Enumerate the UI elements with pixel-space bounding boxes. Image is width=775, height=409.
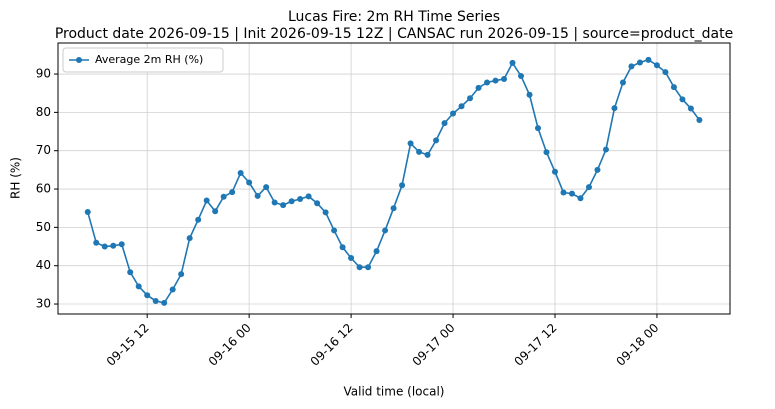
data-point bbox=[568, 190, 575, 197]
data-point bbox=[687, 105, 694, 112]
data-point bbox=[543, 149, 550, 156]
data-point bbox=[551, 168, 558, 175]
legend-box bbox=[62, 47, 224, 73]
data-point bbox=[314, 200, 321, 207]
data-point bbox=[450, 110, 457, 117]
data-point bbox=[297, 196, 304, 203]
data-point bbox=[339, 244, 346, 251]
x-tick-label: 09-15 12 bbox=[104, 321, 152, 369]
data-point bbox=[696, 117, 703, 124]
data-point bbox=[535, 125, 541, 132]
data-point bbox=[416, 148, 423, 155]
x-tick-label: 09-16 00 bbox=[206, 321, 254, 369]
chart-subtitle: Product date 2026-09-15 | Init 2026-09-1… bbox=[55, 26, 733, 42]
data-point bbox=[518, 72, 525, 79]
data-point bbox=[662, 69, 669, 76]
data-point bbox=[628, 63, 635, 70]
data-point bbox=[101, 243, 108, 250]
legend-marker bbox=[76, 57, 82, 63]
data-point bbox=[356, 264, 363, 271]
data-point bbox=[288, 198, 295, 205]
plot-frame bbox=[57, 42, 731, 315]
data-point bbox=[237, 169, 244, 176]
data-point bbox=[263, 184, 270, 191]
data-point bbox=[186, 235, 193, 242]
x-tick-label: 09-16 12 bbox=[308, 321, 356, 369]
data-point bbox=[441, 120, 448, 127]
series-line bbox=[86, 58, 701, 304]
data-point bbox=[152, 297, 159, 304]
data-point bbox=[331, 227, 338, 234]
data-point bbox=[484, 79, 491, 86]
data-point bbox=[84, 209, 91, 216]
data-point bbox=[585, 184, 592, 191]
data-point bbox=[322, 209, 329, 216]
chart-title: Lucas Fire: 2m RH Time Series bbox=[288, 9, 500, 25]
data-point bbox=[373, 248, 380, 255]
data-point bbox=[271, 199, 278, 206]
data-point bbox=[161, 299, 168, 306]
data-point bbox=[382, 227, 389, 234]
data-point bbox=[475, 84, 482, 91]
data-point bbox=[594, 166, 601, 173]
y-tick-label: 90 bbox=[36, 67, 51, 81]
data-point bbox=[611, 105, 618, 112]
data-point bbox=[144, 292, 151, 299]
data-point bbox=[467, 95, 474, 102]
x-tick-label: 09-17 00 bbox=[410, 321, 458, 369]
data-point bbox=[254, 192, 261, 199]
data-point bbox=[619, 79, 626, 86]
data-point bbox=[280, 202, 287, 209]
legend-label: Average 2m RH (%) bbox=[95, 53, 203, 66]
data-point bbox=[195, 216, 202, 223]
data-point bbox=[399, 182, 406, 189]
y-tick-label: 30 bbox=[36, 297, 51, 311]
y-tick-label: 50 bbox=[36, 220, 51, 234]
data-point bbox=[433, 137, 440, 144]
data-point bbox=[501, 76, 508, 83]
data-point bbox=[645, 56, 652, 63]
y-tick-label: 70 bbox=[36, 143, 51, 157]
data-point bbox=[458, 103, 465, 110]
y-tick-label: 60 bbox=[36, 182, 51, 196]
data-point bbox=[526, 91, 533, 98]
data-point bbox=[365, 264, 372, 271]
data-point bbox=[407, 140, 414, 147]
x-tick-label: 09-17 12 bbox=[512, 321, 560, 369]
data-point bbox=[636, 59, 643, 66]
y-axis-label: RH (%) bbox=[9, 157, 23, 199]
data-point bbox=[135, 283, 142, 290]
data-point bbox=[577, 195, 584, 202]
y-tick-label: 80 bbox=[36, 105, 51, 119]
data-point bbox=[118, 241, 125, 248]
data-point bbox=[509, 59, 516, 66]
data-point bbox=[679, 96, 686, 103]
data-point bbox=[560, 189, 567, 196]
x-axis-label: Valid time (local) bbox=[344, 385, 445, 399]
y-tick-label: 40 bbox=[36, 258, 51, 272]
data-point bbox=[653, 62, 660, 69]
data-point bbox=[178, 271, 185, 278]
data-point bbox=[424, 151, 431, 158]
data-point bbox=[670, 84, 677, 91]
data-point bbox=[93, 239, 100, 246]
data-point bbox=[229, 189, 236, 196]
data-point bbox=[127, 269, 134, 276]
x-tick-label: 09-18 00 bbox=[613, 321, 661, 369]
data-point bbox=[169, 286, 176, 293]
data-point bbox=[212, 208, 219, 215]
data-point bbox=[602, 146, 609, 153]
data-point bbox=[110, 242, 117, 249]
data-point bbox=[492, 77, 499, 84]
data-point bbox=[305, 193, 312, 200]
data-point bbox=[203, 197, 210, 204]
data-point bbox=[390, 205, 397, 212]
data-point bbox=[246, 179, 253, 186]
data-point bbox=[220, 193, 227, 200]
data-point bbox=[348, 255, 355, 262]
legend: Average 2m RH (%) bbox=[62, 47, 224, 73]
